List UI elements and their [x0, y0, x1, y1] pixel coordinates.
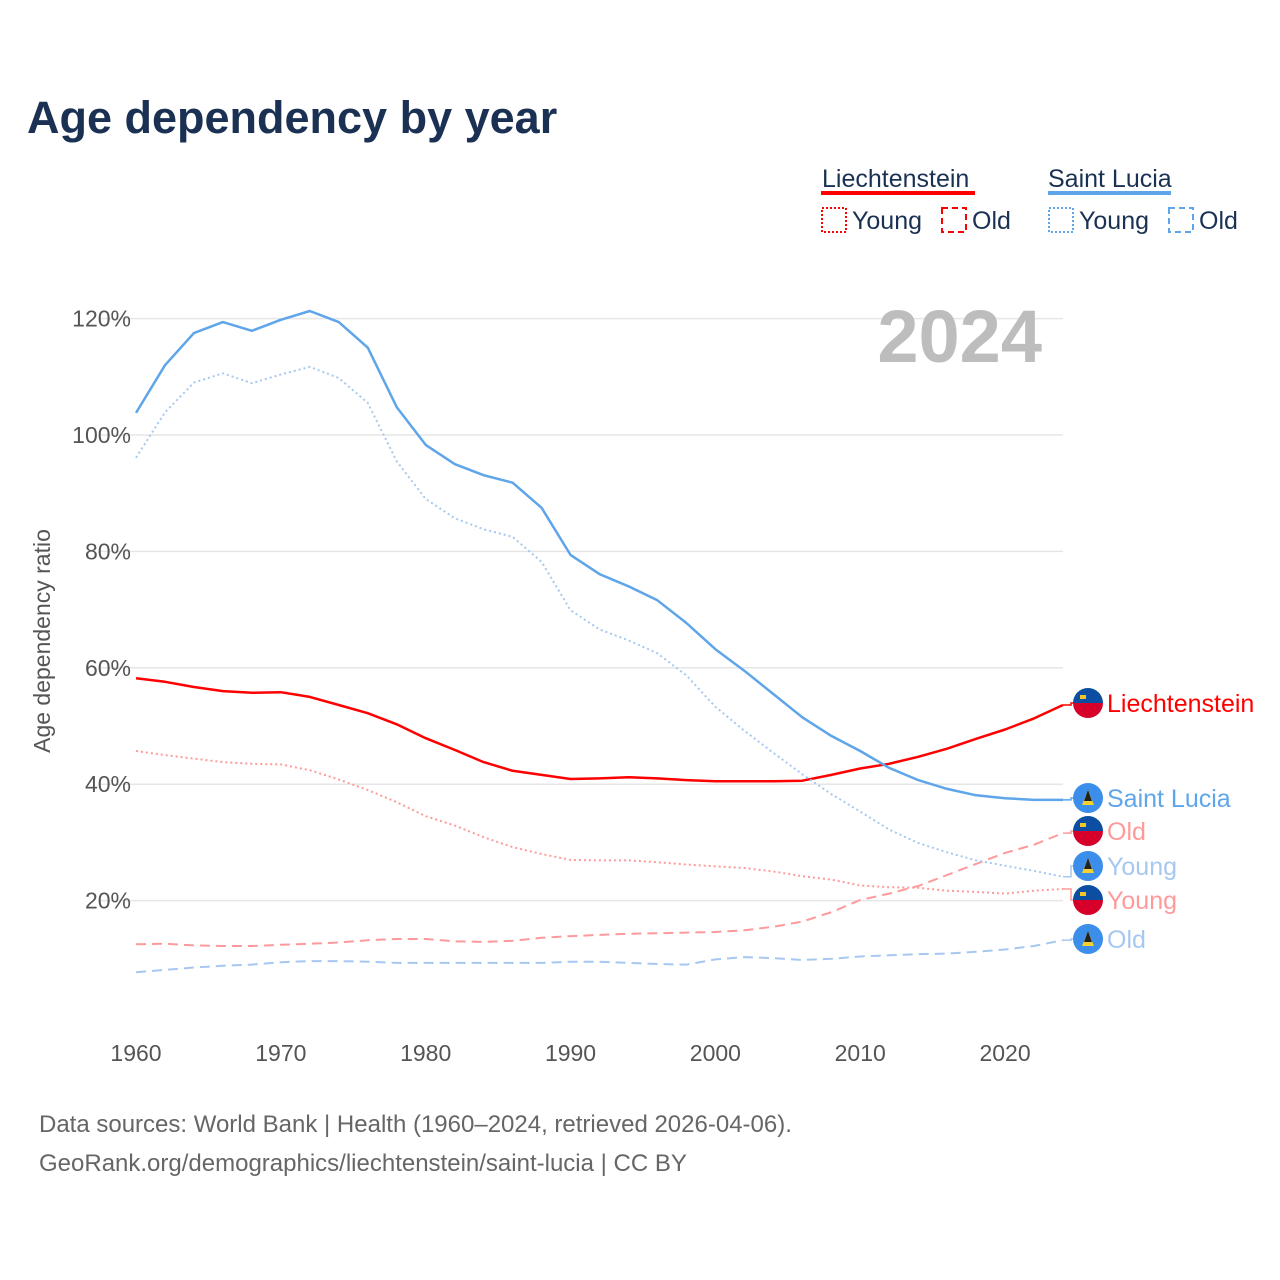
legend-item-young: Young — [1079, 207, 1149, 235]
crown-icon — [1080, 892, 1086, 896]
legend-group-liechtenstein[interactable]: Liechtenstein Young Old — [821, 165, 1011, 235]
series-line-saint-lucia-young — [135, 365, 1064, 878]
end-label-text: Liechtenstein — [1107, 690, 1254, 718]
end-label-text: Old — [1107, 926, 1146, 954]
series-lines — [134, 309, 1064, 974]
liechtenstein-flag-icon — [1073, 831, 1103, 846]
legend-swatch-young-dotted — [1048, 207, 1074, 233]
legend-underline-liechtenstein — [821, 191, 975, 195]
y-tick-label: 20% — [85, 888, 131, 914]
x-axis: 1960 1970 1980 1990 2000 2010 2020 — [110, 1040, 1030, 1066]
chart-title: Age dependency by year — [27, 92, 557, 143]
end-label-text: Old — [1107, 818, 1146, 846]
series-line-liechtenstein-young — [135, 750, 1064, 895]
x-tick-label: 2020 — [979, 1040, 1030, 1066]
legend-swatch-old-dashed — [1168, 207, 1194, 233]
gridlines — [100, 317, 1063, 902]
end-label-text: Saint Lucia — [1107, 785, 1231, 813]
legend: Liechtenstein Young Old Saint Lucia Youn… — [821, 165, 1238, 235]
crown-icon — [1080, 695, 1086, 699]
y-tick-label: 60% — [85, 655, 131, 681]
x-tick-label: 1970 — [255, 1040, 306, 1066]
end-label-5: Old — [1073, 924, 1146, 954]
end-label-text: Young — [1107, 853, 1177, 881]
current-year-label: 2024 — [877, 295, 1042, 378]
liechtenstein-flag-icon — [1073, 885, 1103, 900]
saint-lucia-triangle-icon — [1084, 790, 1092, 801]
y-tick-label: 80% — [85, 538, 131, 564]
series-line-saint-lucia — [134, 309, 1063, 802]
x-tick-label: 2000 — [690, 1040, 741, 1066]
legend-swatch-old-dashed — [941, 207, 967, 233]
liechtenstein-flag-icon — [1073, 703, 1103, 718]
series-line-saint-lucia-old — [135, 939, 1064, 974]
footer-sources: Data sources: World Bank | Health (1960–… — [39, 1111, 792, 1138]
legend-item-old: Old — [1199, 207, 1238, 235]
end-label-4: Young — [1073, 885, 1177, 915]
x-tick-label: 1990 — [545, 1040, 596, 1066]
y-axis: 20% 40% 60% 80% 100% 120% — [72, 306, 131, 914]
end-labels: Liechtenstein Saint Lucia Old Young Young Old — [1063, 688, 1254, 954]
legend-underline-saint-lucia — [1048, 191, 1171, 195]
saint-lucia-triangle-icon — [1084, 931, 1092, 942]
footer-attribution[interactable]: GeoRank.org/demographics/liechtenstein/s… — [39, 1150, 687, 1177]
crown-icon — [1080, 823, 1086, 827]
legend-group-saint-lucia[interactable]: Saint Lucia Young Old — [1048, 165, 1238, 235]
legend-country-liechtenstein: Liechtenstein — [822, 165, 969, 193]
x-tick-label: 1980 — [400, 1040, 451, 1066]
legend-item-old: Old — [972, 207, 1011, 235]
end-label-text: Young — [1107, 887, 1177, 915]
legend-item-young: Young — [852, 207, 922, 235]
liechtenstein-flag-icon — [1073, 816, 1103, 831]
saint-lucia-triangle-icon — [1084, 858, 1092, 869]
end-label-3: Young — [1073, 851, 1177, 881]
x-tick-label: 1960 — [110, 1040, 161, 1066]
liechtenstein-flag-icon — [1073, 688, 1103, 703]
end-label-1: Saint Lucia — [1073, 783, 1231, 813]
x-tick-label: 2010 — [835, 1040, 886, 1066]
liechtenstein-flag-icon — [1073, 900, 1103, 915]
y-tick-label: 100% — [72, 422, 131, 448]
series-line-liechtenstein-old — [135, 832, 1064, 947]
end-label-0: Liechtenstein — [1073, 688, 1254, 718]
y-tick-label: 40% — [85, 771, 131, 797]
legend-country-saint-lucia: Saint Lucia — [1048, 165, 1172, 193]
y-tick-label: 120% — [72, 306, 131, 332]
y-axis-label: Age dependency ratio — [29, 529, 55, 753]
legend-swatch-young-dotted — [821, 207, 847, 233]
series-line-liechtenstein — [135, 677, 1064, 783]
end-label-2: Old — [1073, 816, 1146, 846]
